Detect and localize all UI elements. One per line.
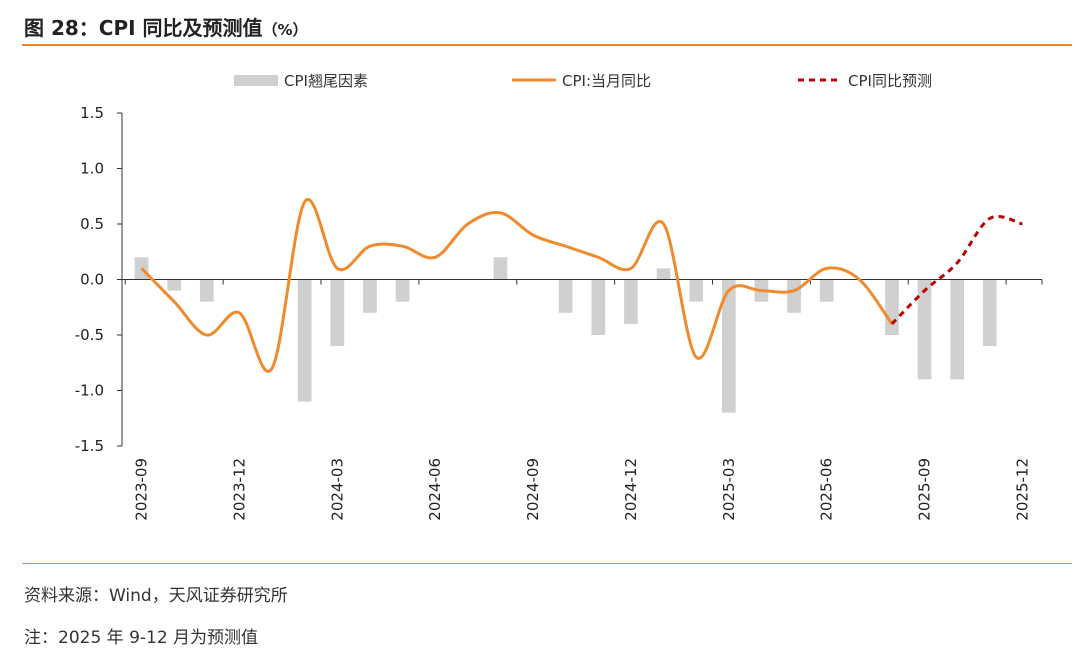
x-axis	[122, 279, 1043, 285]
bar-tail-factor	[689, 279, 704, 302]
y-tick-label: -0.5	[75, 326, 104, 344]
x-tick-label: 2024-09	[524, 458, 542, 521]
x-tick-label: 2024-06	[426, 458, 444, 521]
bar-tail-factor	[787, 279, 801, 313]
bar-tail-factor	[493, 257, 508, 280]
cpi-monthly-line	[140, 197, 894, 373]
y-axis: 1.5 1.0 0.5 0.0 -0.5 -1.0 -1.5	[75, 104, 123, 455]
bar-tail-factor	[819, 279, 834, 302]
x-tick-label: 2025-06	[818, 458, 836, 521]
bar-tail-factor	[330, 279, 345, 347]
chart-legend: CPI翘尾因素 CPI:当月同比 CPI同比预测	[234, 72, 932, 90]
note-text: 注：2025 年 9-12 月为预测值	[24, 628, 259, 648]
bar-tail-factor	[395, 279, 410, 302]
cpi-forecast-line	[890, 214, 1023, 325]
chart-title-text: 图 28：CPI 同比及预测值	[24, 16, 263, 40]
bar-tail-factor	[591, 279, 606, 335]
y-tick-label: -1.5	[75, 437, 104, 455]
title-divider	[22, 44, 1072, 46]
bar-tail-factor	[950, 279, 965, 380]
bar-tail-factor	[363, 279, 377, 313]
bar-tail-factor	[624, 279, 638, 324]
y-tick-label: -1.0	[75, 382, 104, 400]
bar-tail-factor	[656, 268, 671, 280]
line-series	[140, 197, 1023, 373]
bar-tail-factor	[917, 279, 932, 380]
y-tick-label: 1.0	[80, 160, 104, 178]
bar-tail-factor	[885, 279, 899, 335]
chart-title-unit: （%）	[262, 21, 308, 39]
bar-tail-factor	[721, 279, 736, 413]
x-tick-label: 2025-12	[1013, 458, 1031, 521]
y-tick-label: 0.0	[80, 271, 104, 289]
x-axis-labels: 2023-09 2023-12 2024-03 2024-06 2024-09 2024-…	[133, 458, 1032, 521]
bar-tail-factor	[982, 279, 997, 347]
x-tick-label: 2024-03	[328, 458, 346, 521]
y-tick-label: 1.5	[80, 104, 104, 122]
legend-bar-swatch	[234, 75, 278, 86]
bar-tail-factor	[297, 279, 312, 402]
x-tick-label: 2023-09	[133, 458, 151, 521]
legend-label-line: CPI:当月同比	[562, 72, 651, 90]
bar-tail-factor	[199, 279, 214, 302]
cpi-chart: CPI翘尾因素 CPI:当月同比 CPI同比预测 1.5 1.0 0.5 0.0 -0.…	[75, 72, 1043, 521]
bar-tail-factor	[558, 279, 573, 313]
bar-tail-factor	[134, 257, 149, 280]
chart-title: 图 28：CPI 同比及预测值（%）	[24, 12, 308, 41]
y-tick-label: 0.5	[80, 215, 104, 233]
x-tick-label: 2025-03	[720, 458, 738, 521]
x-tick-label: 2024-12	[622, 458, 640, 521]
bar-series	[134, 257, 997, 413]
legend-label-forecast: CPI同比预测	[848, 72, 932, 90]
bar-tail-factor	[167, 279, 182, 291]
x-tick-label: 2025-09	[916, 458, 934, 521]
footer-divider	[22, 563, 1072, 564]
source-text: 资料来源：Wind，天风证券研究所	[24, 586, 288, 606]
legend-label-bars: CPI翘尾因素	[284, 72, 368, 90]
x-tick-label: 2023-12	[230, 458, 248, 521]
